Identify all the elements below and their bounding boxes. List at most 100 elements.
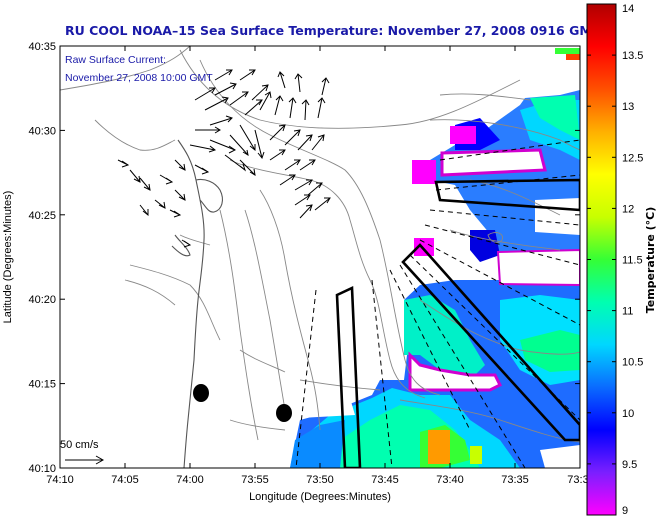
x-tick-label: 74:00 [176,474,204,486]
current-arrow [229,91,249,106]
radial-line [371,279,393,468]
contour-line [179,49,521,129]
overlay-label-2: November 27, 2008 10:00 GMT [65,72,213,84]
current-arrow [195,126,221,134]
contour-line [219,209,259,441]
coastline [171,139,223,468]
current-arrow [269,124,286,141]
colorbar [586,3,617,516]
x-tick-label: 73:35 [501,474,529,486]
radial-line [295,289,317,468]
y-tick-label: 40:30 [28,125,56,137]
survey-boxes [335,178,580,468]
current-arrow [294,73,303,93]
current-arrow [214,82,237,96]
current-arrow [209,139,236,154]
contour-line [239,349,286,373]
radial-line [399,264,526,468]
coast-bay [171,234,191,257]
contour-line [399,399,580,443]
contour-line [129,264,221,341]
current-arrow [214,69,233,81]
current-arrow [224,154,247,172]
contour-line [124,279,176,306]
sst-cloud-mask-3 [496,248,580,287]
current-arrow [314,197,331,211]
radial-line [389,269,471,431]
radial-lines [295,139,580,468]
current-arrow [117,159,130,168]
y-tick-label: 40:25 [28,210,56,222]
colorbar-tick-label: 9 [622,505,628,517]
sst-cloud-mask [440,148,547,177]
current-arrow [277,71,286,89]
current-arrow [297,134,313,151]
sst-cloud-mask-5 [300,398,355,418]
chart-title: RU COOL NOAA–15 Sea Surface Temperature:… [65,23,601,38]
overlay-label-1: Raw Surface Current: [65,54,166,66]
current-arrow [317,97,326,119]
sst-cloud-mask-6 [540,445,580,468]
current-arrow [311,134,325,151]
sst-dark-blue-2 [470,230,500,262]
x-axis: 74:10 74:05 74:00 73:55 73:50 73:45 73:40 73:35… [46,46,589,486]
contour-line [259,189,321,431]
current-vectors [117,69,331,248]
current-arrow [169,209,182,218]
contour-line [94,119,176,151]
current-arrow [229,134,249,157]
plot-content [60,46,580,468]
current-arrow [194,164,210,175]
colorbar-label: Temperature (°C) [644,207,657,314]
current-arrow [294,179,313,191]
current-arrow [204,96,229,111]
colorbar-tick-label: 12.5 [622,152,643,164]
sst-cold-edge-5 [555,48,580,54]
sst-north-green [530,95,580,140]
sst-east-patch-2 [520,330,580,372]
current-arrow [174,159,186,171]
contour-line [244,209,286,411]
sst-hot-spot [428,430,450,464]
x-tick-label: 73:55 [241,474,269,486]
current-arrow [307,182,323,196]
contour-line [429,119,580,151]
colorbar-tick-label: 9.5 [622,459,637,471]
y-tick-label: 40:20 [28,294,56,306]
site-marker [276,404,292,422]
x-tick-label: 73:45 [371,474,399,486]
y-axis: 40:10 40:15 40:20 40:25 40:30 40:35 [28,41,580,475]
current-arrow [244,99,263,116]
current-arrow [274,95,284,116]
box-north [434,178,580,212]
current-arrow [139,204,149,217]
sst-south-west [290,420,345,468]
y-axis-label: Latitude (Degrees:Minutes) [2,191,14,324]
colorbar-tick-label: 10.5 [622,357,643,369]
current-arrow [294,194,311,206]
radial-line [429,209,580,226]
contour-line [229,159,426,399]
colorbar-tick-label: 11 [622,306,633,318]
contour-line [439,93,531,101]
x-tick-label: 74:10 [46,474,74,486]
box-south [335,285,362,468]
x-tick-label: 73:40 [436,474,464,486]
colorbar-tick-label: 13.5 [622,50,643,62]
sst-cloud-mask-4 [408,351,503,392]
current-arrow [239,124,256,152]
y-tick-label: 40:35 [28,41,56,53]
current-arrow [321,77,330,96]
current-arrow [301,99,310,121]
sst-cold-edge [412,160,436,184]
current-arrow [239,69,256,81]
current-arrow [209,115,233,126]
current-arrow [279,174,296,186]
current-arrow [239,159,256,176]
current-arrow [194,87,216,101]
current-arrow [159,174,174,185]
current-arrow [174,189,186,201]
colorbar-tick-label: 11.5 [622,255,643,267]
current-arrow [154,199,166,209]
